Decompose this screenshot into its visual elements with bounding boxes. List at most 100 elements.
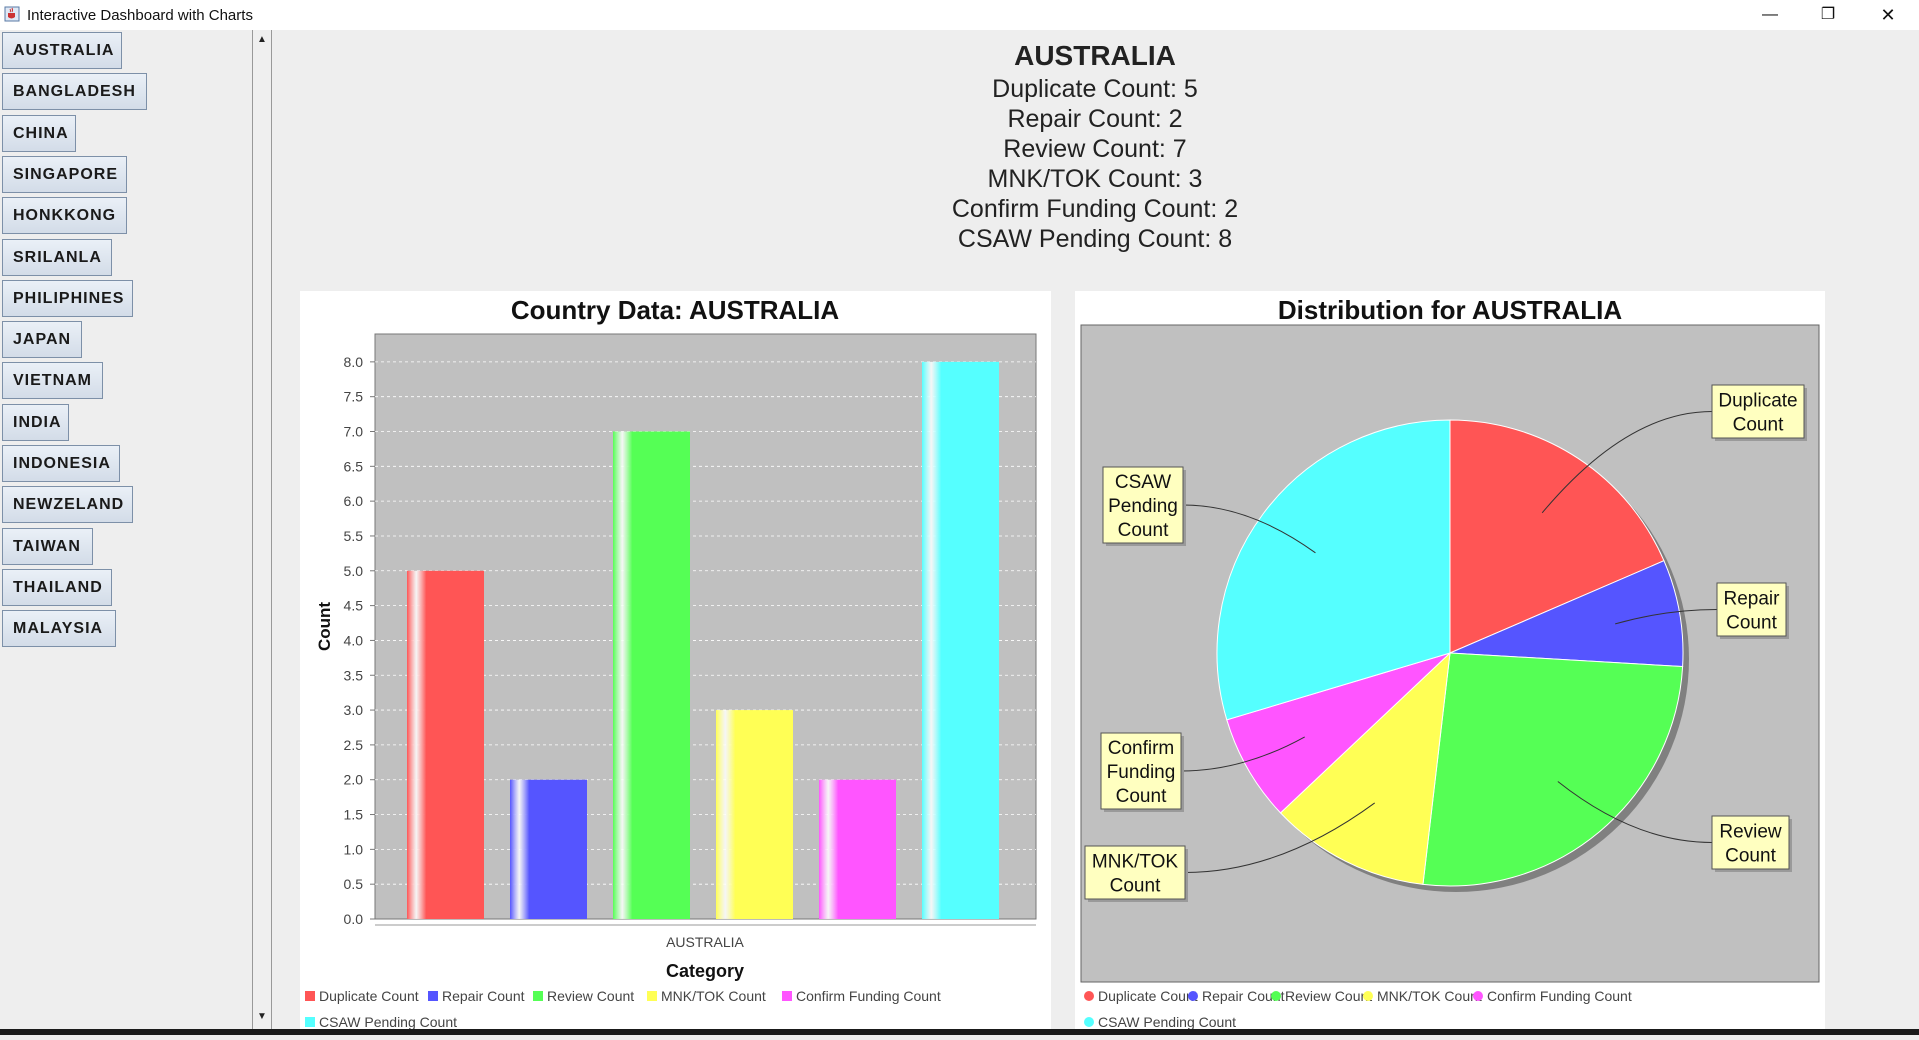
pie-chart: Distribution for AUSTRALIA Duplicate Count… (1080, 295, 1820, 1030)
y-tick-label: 3.5 (344, 667, 364, 683)
pie-label-box-repair-count (1716, 582, 1787, 637)
country-button-taiwan[interactable]: TAIWAN (2, 527, 93, 565)
window-title: Interactive Dashboard with Charts (27, 7, 253, 24)
country-button-japan[interactable]: JAPAN (2, 321, 82, 359)
pie-label-text: Count (1725, 846, 1776, 867)
country-button-singapore[interactable]: SINGAPORE (2, 155, 127, 193)
pie-label-connector (1182, 504, 1316, 554)
bar-chart: Country Data: AUSTRALIA 0.0 0.5 1.0 1.5 2.0 2.… (305, 295, 1037, 1030)
country-button-malaysia[interactable]: MALAYSIA (2, 610, 116, 648)
pie-slice-duplicate-count (1449, 419, 1665, 654)
legend-swatch-mnk-tok-count (647, 991, 657, 1001)
country-button-philiphines[interactable]: PHILIPHINES (2, 279, 133, 317)
country-button-indonesia[interactable]: INDONESIA (2, 445, 120, 482)
java-cup-icon (4, 6, 20, 22)
pie-label-box-csaw-pending-count (1102, 466, 1184, 544)
pie-slice-review-count (1422, 652, 1684, 887)
country-button-bangladesh[interactable]: BANGLADESH (2, 73, 147, 111)
y-tick-label: 1.5 (344, 807, 364, 823)
summary-country-title: AUSTRALIA (1014, 40, 1176, 71)
country-button-australia[interactable]: AUSTRALIA (2, 32, 122, 69)
pie-legend-label-repair-count: Repair Count (1202, 988, 1285, 1004)
pie-slice-csaw-pending-count (1216, 419, 1451, 721)
legend-label-confirm-funding-count: Confirm Funding Count (796, 988, 941, 1004)
country-button-honkkong[interactable]: HONKKONG (2, 197, 127, 235)
pie-slice-repair-count (1449, 560, 1684, 668)
bar-confirm-funding-count (819, 779, 896, 919)
pie-chart-title: Distribution for AUSTRALIA (1278, 295, 1622, 325)
pie-label-text: Count (1110, 876, 1161, 897)
x-axis-label: Category (666, 961, 744, 981)
y-axis-label: Count (315, 602, 334, 651)
y-tick-label: 0.5 (344, 876, 364, 892)
pie-label-text: Pending (1108, 496, 1178, 517)
pie-label-text: CSAW (1115, 472, 1171, 493)
pie-legend-swatch-csaw-pending-count (1084, 1017, 1094, 1027)
legend-label-repair-count: Repair Count (442, 988, 525, 1004)
window-titlebar: Interactive Dashboard with Charts — ❐ ✕ (0, 0, 1919, 30)
pie-label-text: Review (1719, 822, 1782, 843)
pie-label-text: Count (1118, 520, 1169, 541)
y-tick-label: 1.0 (344, 841, 364, 857)
summary-panel: AUSTRALIA Duplicate Count: 5 Repair Coun… (700, 38, 1490, 254)
sidebar-scrollbar[interactable]: ▲ ▼ (252, 30, 272, 1029)
pie-label-connector (1615, 609, 1718, 625)
pie-label-text: Count (1726, 613, 1777, 634)
country-button-thailand[interactable]: THAILAND (2, 568, 112, 606)
legend-label-csaw-pending-count: CSAW Pending Count (319, 1014, 457, 1030)
legend-swatch-confirm-funding-count (782, 991, 792, 1001)
legend-label-review-count: Review Count (547, 988, 634, 1004)
legend-label-mnk-tok-count: MNK/TOK Count (661, 988, 766, 1004)
taskbar-edge (0, 1029, 1919, 1035)
y-tick-label: 5.0 (344, 563, 364, 579)
y-tick-label: 4.0 (344, 632, 364, 648)
pie-legend-swatch-confirm-funding-count (1473, 991, 1483, 1001)
y-tick-label: 8.0 (344, 354, 364, 370)
scroll-up-arrow-icon[interactable]: ▲ (257, 34, 267, 45)
summary-mnktok-count: MNK/TOK Count: 3 (987, 165, 1203, 193)
y-tick-label: 7.5 (344, 389, 364, 405)
pie-legend-label-confirm-funding-count: Confirm Funding Count (1487, 988, 1632, 1004)
bar-repair-count (510, 779, 587, 919)
pie-label-text: Confirm (1108, 738, 1175, 759)
summary-duplicate-count: Duplicate Count: 5 (992, 75, 1198, 103)
summary-csaw-pending-count: CSAW Pending Count: 8 (957, 225, 1233, 253)
summary-repair-count: Repair Count: 2 (1007, 105, 1183, 133)
pie-label-connector (1184, 802, 1376, 873)
pie-slice-confirm-funding-count (1226, 652, 1451, 814)
country-sidebar: AUSTRALIA BANGLADESH CHINA SINGAPORE HONKKON… (0, 30, 253, 1029)
close-button[interactable]: ✕ (1880, 5, 1896, 25)
y-tick-label: 6.5 (344, 458, 364, 474)
pie-legend-label-review-count: Review Count (1285, 988, 1372, 1004)
pie-label-text: MNK/TOK (1092, 852, 1179, 873)
country-button-newzeland[interactable]: NEWZELAND (2, 486, 133, 524)
y-tick-label: 5.5 (344, 528, 364, 544)
pie-label-text: Duplicate (1718, 391, 1797, 412)
pie-legend-label-mnk-tok-count: MNK/TOK Count (1377, 988, 1482, 1004)
pie-label-box-confirm-funding-count (1100, 732, 1182, 810)
pie-legend-label-csaw-pending-count: CSAW Pending Count (1098, 1014, 1236, 1030)
country-button-india[interactable]: INDIA (2, 403, 69, 441)
pie-label-box-review-count (1711, 815, 1790, 870)
pie-legend-swatch-review-count (1271, 991, 1281, 1001)
country-button-china[interactable]: CHINA (2, 114, 76, 152)
bar-chart-panel: Country Data: AUSTRALIA 0.0 0.5 1.0 1.5 2.0 2.… (300, 291, 1051, 1035)
legend-swatch-repair-count (428, 991, 438, 1001)
legend-swatch-duplicate-count (305, 991, 315, 1001)
pie-label-box-duplicate-count (1711, 384, 1805, 439)
pie-label-text: Repair (1724, 589, 1781, 610)
y-tick-label: 2.5 (344, 737, 364, 753)
pie-label-connector (1557, 781, 1713, 843)
scroll-down-arrow-icon[interactable]: ▼ (257, 1011, 267, 1022)
bar-review-count (613, 431, 690, 919)
pie-label-text: Funding (1107, 762, 1176, 783)
maximize-button[interactable]: ❐ (1820, 6, 1836, 23)
minimize-button[interactable]: — (1762, 6, 1778, 23)
x-category-label: AUSTRALIA (666, 934, 744, 950)
country-button-srilanla[interactable]: SRILANLA (2, 238, 112, 276)
legend-swatch-csaw-pending-count (305, 1017, 315, 1027)
legend-swatch-review-count (533, 991, 543, 1001)
y-tick-label: 2.0 (344, 772, 364, 788)
country-button-vietnam[interactable]: VIETNAM (2, 362, 103, 400)
bar-csaw-pending-count (922, 361, 999, 919)
